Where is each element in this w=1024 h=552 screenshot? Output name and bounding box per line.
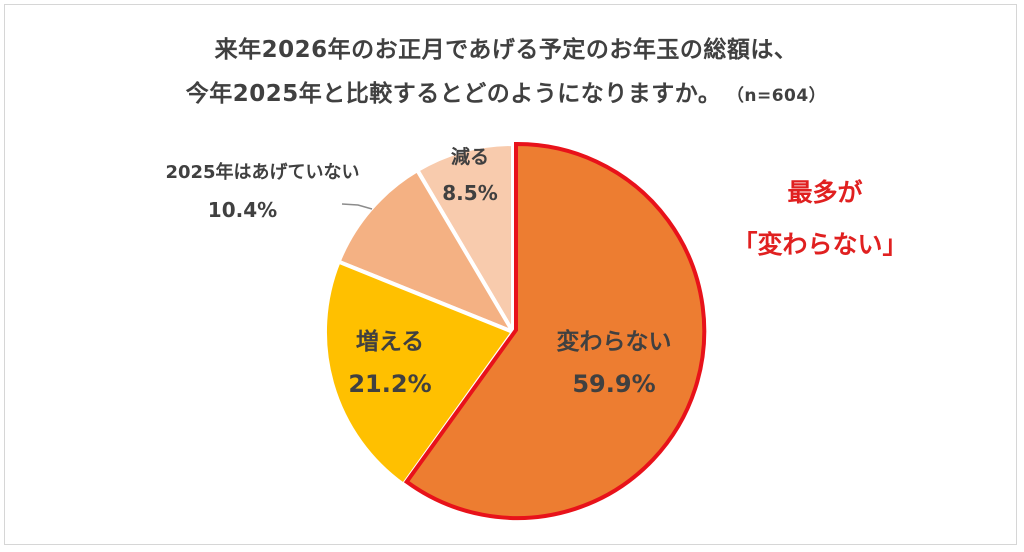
chart-title-line1: 来年2026年のお正月であげる予定のお年玉の総額は、 [0,30,1018,64]
label-value: 8.5% [442,181,498,205]
label-none-this-year: 2025年はあげていない 10.4% [140,158,385,222]
slice-no-change [403,141,707,520]
slice-none-this-year [336,168,515,334]
label-decrease: 減る 8.5% [430,142,510,205]
sample-size: （n=604） [735,86,827,106]
label-no-change: 変わらない 59.9% [534,322,694,398]
label-name: 増える [355,329,425,355]
chart-title-line2: 今年2025年と比較するとどのようになりますか。 （n=604） [0,74,1018,108]
callout-line1: 最多が [787,178,863,207]
label-value: 10.4% [207,198,278,222]
leader-line [341,203,373,210]
callout-line2: 「変わらない」 [732,230,908,259]
title-text-1: 来年2026年のお正月であげる予定のお年玉の総額は、 [214,37,798,63]
label-value: 59.9% [572,370,656,398]
label-name: 2025年はあげていない [165,162,360,183]
label-name: 減る [450,146,489,168]
label-value: 21.2% [348,370,432,398]
label-name: 変わらない [556,329,672,355]
label-increase: 増える 21.2% [330,322,450,398]
title-text-2: 今年2025年と比較するとどのようになりますか。 [185,81,722,107]
slice-increase [322,259,515,487]
